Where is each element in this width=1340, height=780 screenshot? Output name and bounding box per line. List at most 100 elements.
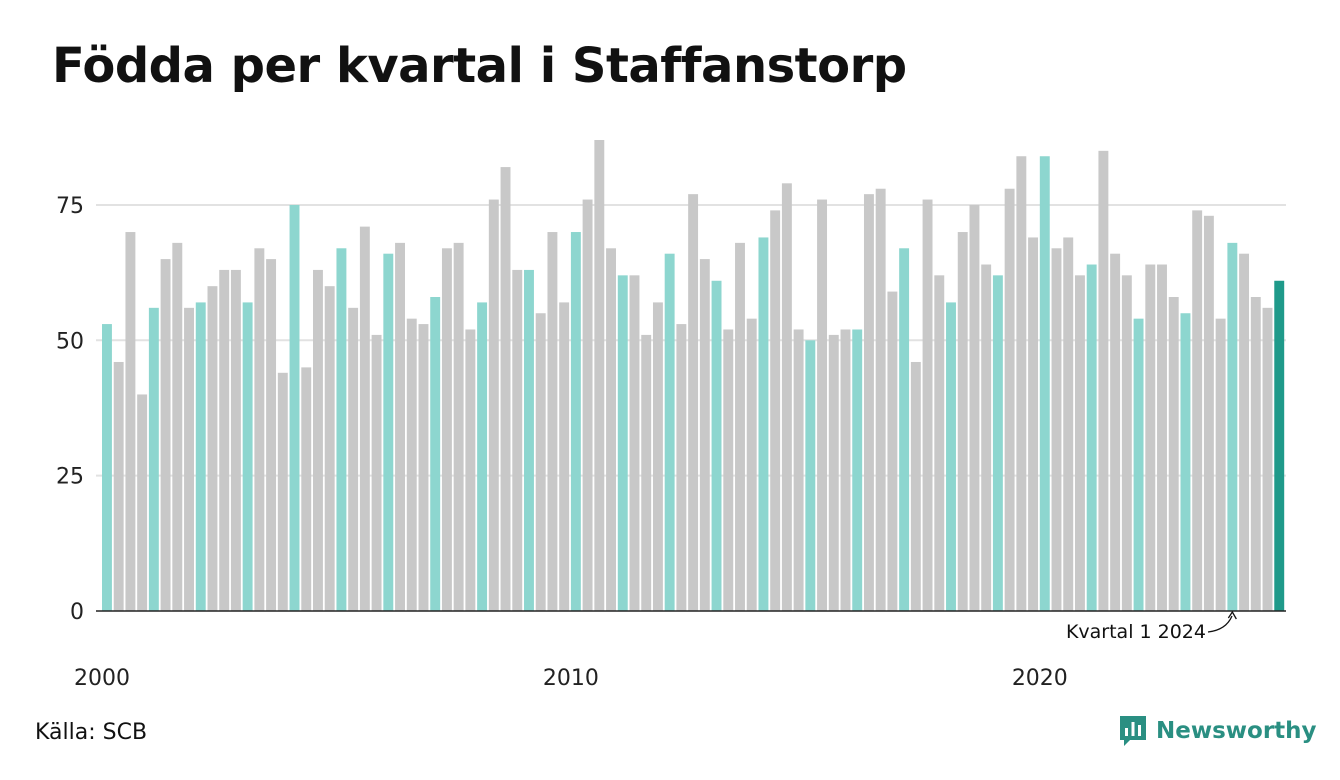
bar — [1203, 215, 1214, 612]
bar — [1239, 253, 1250, 611]
annotation-arrowhead — [1227, 610, 1237, 620]
source-note: Källa: SCB — [35, 720, 148, 745]
bar — [1039, 156, 1050, 612]
bar — [617, 275, 628, 611]
bar — [383, 253, 394, 611]
bar — [148, 307, 159, 611]
bars — [102, 140, 1285, 612]
bar — [981, 264, 992, 611]
bar — [711, 280, 722, 611]
bar — [289, 204, 300, 611]
bar — [301, 367, 312, 611]
bar — [688, 194, 699, 611]
bar — [793, 329, 804, 611]
bar — [723, 329, 734, 611]
bar — [1168, 297, 1179, 611]
bar — [910, 361, 921, 611]
brand-name: Newsworthy — [1156, 718, 1317, 744]
bar — [254, 248, 265, 611]
bar — [922, 199, 933, 612]
bar — [207, 286, 218, 611]
bar — [606, 248, 616, 611]
bar — [992, 275, 1003, 611]
bar — [1051, 248, 1062, 611]
bar — [371, 334, 382, 611]
bar — [113, 361, 124, 611]
bar — [875, 188, 886, 611]
bar — [524, 269, 534, 611]
bar — [1250, 297, 1261, 611]
bar — [664, 253, 675, 611]
bar — [594, 140, 605, 611]
bar — [137, 394, 148, 611]
bar — [641, 334, 652, 611]
bar — [160, 259, 171, 611]
bar — [899, 248, 910, 611]
bar — [817, 199, 828, 612]
bar — [172, 242, 183, 612]
bar — [336, 248, 347, 611]
newsworthy-logo-icon — [1120, 716, 1146, 746]
bar — [946, 302, 956, 611]
bar — [277, 372, 288, 611]
bar — [652, 302, 663, 611]
bar — [313, 269, 323, 611]
bar — [1086, 264, 1097, 611]
bar — [500, 167, 511, 611]
bar — [840, 329, 851, 611]
bar — [852, 329, 863, 611]
bar — [805, 340, 816, 611]
bar — [863, 194, 874, 611]
bar — [758, 237, 769, 611]
y-tick-label: 25 — [56, 465, 84, 490]
bar — [324, 286, 335, 611]
x-tick-label: 2020 — [1012, 666, 1068, 691]
bar — [957, 232, 968, 611]
bar — [125, 232, 136, 611]
bar — [1133, 318, 1144, 611]
bar — [219, 269, 230, 611]
bar-chart: 0 25 50 75 2000 2010 2020 Kvartal 1 2024 — [56, 140, 1286, 691]
bar — [676, 324, 687, 611]
brand-logo: Newsworthy — [1118, 714, 1317, 748]
bar — [230, 269, 241, 611]
bar — [828, 334, 839, 611]
bar — [582, 199, 593, 612]
x-tick-label: 2000 — [74, 666, 130, 691]
bar — [102, 324, 112, 611]
bar — [418, 324, 429, 611]
bar — [465, 329, 476, 611]
bar — [242, 302, 253, 611]
bar — [359, 226, 370, 611]
bar — [1028, 237, 1039, 611]
bar — [348, 307, 359, 611]
bar — [184, 307, 194, 611]
y-tick-label: 75 — [56, 194, 84, 219]
bar — [559, 302, 570, 611]
bar — [770, 210, 781, 611]
bar — [395, 242, 405, 612]
bar — [1145, 264, 1156, 611]
bar — [1215, 318, 1226, 611]
bar — [1004, 188, 1015, 611]
annotation-arrow — [1207, 615, 1233, 633]
bar — [547, 232, 558, 611]
y-tick-label: 50 — [56, 329, 84, 354]
bar — [1274, 280, 1285, 611]
bar — [1016, 156, 1027, 612]
bar — [735, 242, 745, 612]
annotation-label: Kvartal 1 2024 — [1066, 621, 1206, 643]
y-tick-label: 0 — [70, 600, 84, 625]
bar — [1192, 210, 1203, 611]
x-tick-label: 2010 — [543, 666, 599, 691]
bar — [512, 269, 523, 611]
bar — [1180, 313, 1191, 611]
bar — [570, 232, 581, 611]
bar — [969, 204, 980, 611]
bar — [1262, 307, 1273, 611]
bar — [195, 302, 206, 611]
annotation: Kvartal 1 2024 — [1066, 610, 1237, 643]
bar — [1227, 242, 1238, 612]
axes: 0 25 50 75 2000 2010 2020 — [56, 194, 1286, 691]
bar — [1074, 275, 1085, 611]
